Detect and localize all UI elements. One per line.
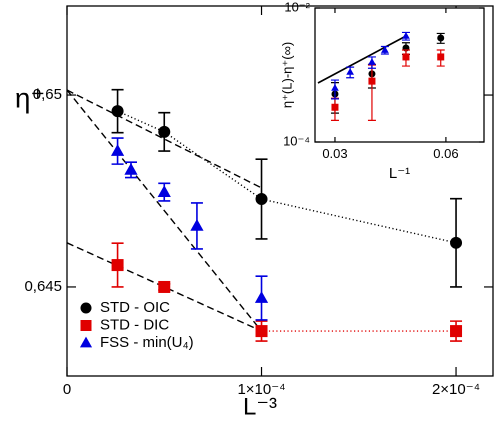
y-tick-label: 10⁻⁴ — [283, 133, 310, 148]
point — [437, 53, 445, 61]
x-tick-label: 0 — [63, 381, 71, 398]
y-axis-label: η⁺(L)-η⁺(∞) — [279, 42, 294, 108]
x-tick-label: 0.06 — [433, 146, 458, 161]
x-tick-label: 0.03 — [322, 146, 347, 161]
y-tick-label: 0,645 — [24, 278, 62, 295]
legend-label: STD - DIC — [100, 316, 169, 333]
point — [437, 34, 445, 42]
point — [450, 236, 463, 249]
legend-marker — [79, 336, 93, 348]
point — [111, 259, 124, 272]
y-axis-label: η⁺ — [15, 82, 45, 113]
x-axis-label: L⁻³ — [243, 393, 277, 420]
legend-marker — [80, 302, 92, 314]
point — [158, 125, 171, 138]
point — [190, 219, 204, 231]
x-axis-label: L⁻¹ — [389, 165, 410, 182]
legend-marker — [80, 320, 92, 331]
fit-line — [66, 89, 262, 189]
point — [254, 291, 269, 303]
point — [111, 105, 124, 118]
point — [331, 103, 339, 111]
point — [402, 53, 410, 61]
legend-label: STD - OIC — [100, 299, 170, 316]
point — [368, 58, 376, 65]
point — [331, 83, 339, 91]
point — [368, 77, 376, 85]
point — [255, 325, 268, 338]
point — [450, 325, 463, 338]
fit-line — [317, 35, 407, 84]
y-tick-label: 0,65 — [33, 86, 62, 103]
fit-line — [66, 89, 263, 332]
y-tick-label: 10⁻² — [284, 0, 310, 14]
fit-line — [66, 242, 262, 332]
point — [402, 31, 410, 39]
x-tick-label: 1×10⁻⁴ — [237, 381, 285, 398]
legend-label: FSS - min(U₄) — [100, 334, 194, 351]
inset-frame — [314, 7, 485, 143]
point — [110, 144, 125, 156]
point — [124, 162, 138, 175]
x-tick-label: 2×10⁻⁴ — [432, 381, 480, 398]
point — [346, 67, 354, 75]
point — [158, 280, 171, 293]
point — [381, 45, 389, 53]
point — [255, 193, 268, 206]
point — [157, 185, 171, 197]
